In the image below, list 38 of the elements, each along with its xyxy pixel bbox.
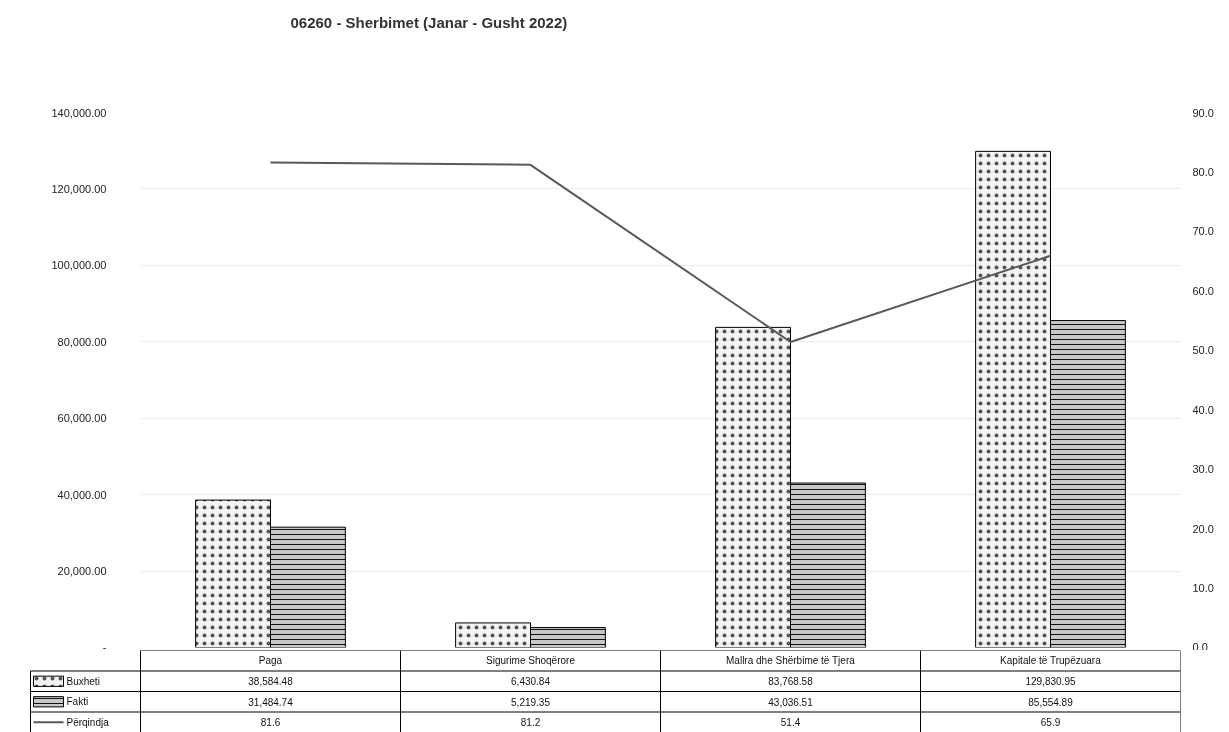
data-label: 85,554.89: [1028, 696, 1074, 708]
legend-label: Fakti: [66, 696, 89, 708]
data-label: 5,219.35: [511, 696, 551, 708]
y-tick-label: 120,000.00: [51, 182, 107, 195]
data-label: 129,830.95: [1025, 676, 1076, 688]
data-label: 31,484.74: [248, 696, 294, 708]
data-label: 43,036.51: [768, 696, 814, 708]
data-label: 65.9: [1040, 717, 1061, 729]
y2-tick-label: 60.0: [1192, 284, 1214, 297]
y2-tick-label: 10.0: [1192, 582, 1214, 595]
y-tick-label: 20,000.00: [57, 565, 107, 578]
y-tick-label: 100,000.00: [51, 259, 107, 272]
x-tick-label: Kapitale të Trupëzuara: [1000, 655, 1102, 667]
data-label: 81.2: [520, 717, 541, 729]
y2-tick-label: 20.0: [1192, 522, 1214, 535]
x-tick-label: Mallra dhe Shërbime të Tjera: [726, 655, 856, 667]
y-tick-label: 140,000.00: [51, 106, 107, 119]
y-tick-label: 80,000.00: [57, 335, 107, 348]
data-label: 81.6: [260, 717, 281, 729]
y-tick-label: 40,000.00: [57, 488, 107, 501]
y-tick-label: -: [102, 640, 107, 653]
data-label: 6,430.84: [511, 676, 551, 688]
y2-tick-label: 50.0: [1192, 344, 1214, 357]
y2-tick-label: 30.0: [1192, 463, 1214, 476]
data-label: 38,584.48: [248, 676, 294, 688]
y2-tick-label: 0.0: [1192, 640, 1208, 653]
data-label: 51.4: [780, 717, 801, 729]
legend-label: Përqindja: [66, 716, 110, 728]
x-tick-label: Sigurime Shoqërore: [486, 655, 576, 667]
data-label: 83,768.58: [768, 676, 814, 688]
y2-tick-label: 40.0: [1192, 403, 1214, 416]
y2-tick-label: 80.0: [1192, 165, 1214, 178]
legend-label: Buxheti: [66, 675, 100, 687]
y-tick-label: 60,000.00: [57, 412, 107, 425]
y2-tick-label: 90.0: [1192, 106, 1214, 119]
chart-title: 06260 - Sherbimet (Janar - Gusht 2022): [290, 13, 568, 31]
x-tick-label: Paga: [258, 655, 283, 667]
y2-tick-label: 70.0: [1192, 225, 1214, 238]
